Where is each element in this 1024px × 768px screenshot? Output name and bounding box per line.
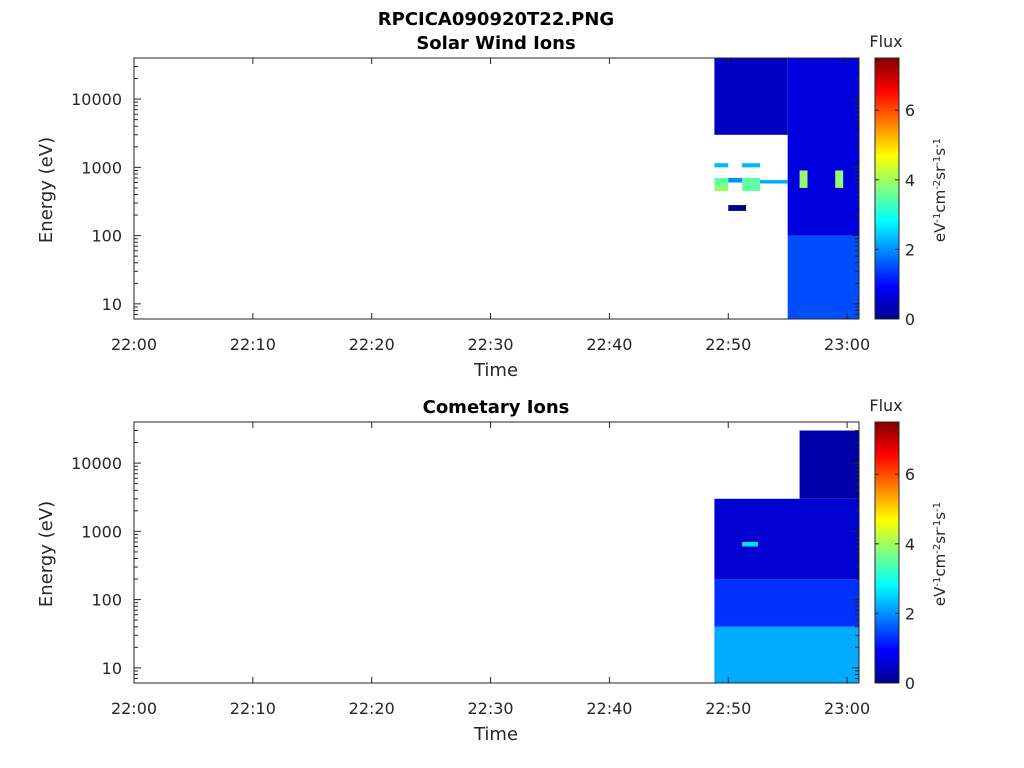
- x-tick-label: 22:20: [349, 335, 395, 354]
- flux-cell: [742, 541, 758, 547]
- panel-cometary: Cometary Ions 22:00 22:10 22:20 22:30 22:40 2…: [36, 396, 949, 745]
- x-tick-label: 22:40: [586, 699, 632, 718]
- x-tick-label: 22:40: [586, 335, 632, 354]
- x-tick-label: 22:30: [468, 699, 514, 718]
- flux-cell: [728, 205, 747, 211]
- x-axis-label: Time: [473, 724, 518, 745]
- colorbar-title: Flux: [869, 396, 902, 415]
- colorbar-tick-label: 2: [905, 240, 915, 259]
- plot-frame: [133, 57, 860, 320]
- colorbar-ticks: 0 2 4 6: [875, 101, 915, 329]
- y-tick-label: 100: [91, 591, 122, 610]
- colorbar-ticks: 0 2 4 6: [875, 465, 915, 693]
- heatmap-layer: [714, 58, 859, 319]
- y-tick-label: 10000: [71, 454, 122, 473]
- flux-cell: [799, 430, 859, 499]
- flux-cell: [742, 177, 760, 192]
- flux-cell: [728, 177, 747, 183]
- y-tick-label: 1000: [81, 158, 122, 177]
- colorbar-unit: eV-1cm-2sr-1s-1: [931, 502, 949, 606]
- x-tick-label: 22:10: [230, 335, 276, 354]
- y-tick-label: 10: [102, 659, 122, 678]
- flux-cell: [714, 185, 729, 192]
- colorbar-title: Flux: [869, 32, 902, 51]
- flux-cell: [759, 180, 788, 184]
- panel-title: Cometary Ions: [423, 397, 570, 418]
- y-axis-label: Energy (eV): [36, 501, 57, 607]
- x-tick-label: 22:50: [705, 335, 751, 354]
- flux-cell: [799, 170, 808, 188]
- x-axis-label: Time: [473, 360, 518, 381]
- panel-title: Solar Wind Ions: [416, 33, 575, 54]
- y-tick-label: 1000: [81, 522, 122, 541]
- y-axis-label: Energy (eV): [36, 137, 57, 243]
- x-tick-label: 23:00: [824, 335, 870, 354]
- x-tick-label: 22:00: [111, 699, 157, 718]
- x-tick-label: 22:10: [230, 699, 276, 718]
- colorbar-unit: eV-1cm-2sr-1s-1: [931, 138, 949, 242]
- colorbar-tick-label: 6: [905, 465, 915, 484]
- flux-cell: [714, 163, 729, 168]
- colorbar-tick-label: 4: [905, 171, 915, 190]
- figure-title: RPCICA090920T22.PNG: [378, 9, 614, 30]
- flux-cell: [714, 177, 729, 186]
- colorbar-tick-label: 0: [905, 674, 915, 693]
- flux-cell: [787, 235, 859, 319]
- axes: 22:00 22:10 22:20 22:30 22:40 22:50 23:00 10 100…: [71, 421, 870, 718]
- x-tick-label: 22:20: [349, 699, 395, 718]
- colorbar-tick-label: 0: [905, 310, 915, 329]
- x-tick-label: 22:30: [468, 335, 514, 354]
- colorbar: [874, 57, 900, 320]
- flux-cell: [714, 579, 859, 627]
- y-tick-label: 10000: [71, 90, 122, 109]
- x-tick-label: 22:50: [705, 699, 751, 718]
- y-tick-label: 100: [91, 227, 122, 246]
- heatmap-layer: [714, 430, 859, 683]
- flux-cell: [714, 626, 859, 683]
- panel-solar-wind: Solar Wind Ions 22:00 22:10 22:20 22:30 22:4…: [36, 32, 949, 381]
- flux-cell: [742, 163, 760, 168]
- x-tick-label: 22:00: [111, 335, 157, 354]
- x-tick-label: 23:00: [824, 699, 870, 718]
- colorbar-tick-label: 6: [905, 101, 915, 120]
- colorbar-tick-label: 2: [905, 604, 915, 623]
- flux-cell: [714, 58, 788, 135]
- colorbar: [874, 421, 900, 684]
- flux-cell: [787, 58, 859, 236]
- flux-cell: [835, 170, 844, 188]
- colorbar-tick-label: 4: [905, 535, 915, 554]
- flux-cell: [714, 498, 859, 580]
- axes: 22:00 22:10 22:20 22:30 22:40 22:50 23:00 10 100…: [71, 57, 870, 354]
- plot-frame: [133, 421, 860, 684]
- y-tick-label: 10: [102, 295, 122, 314]
